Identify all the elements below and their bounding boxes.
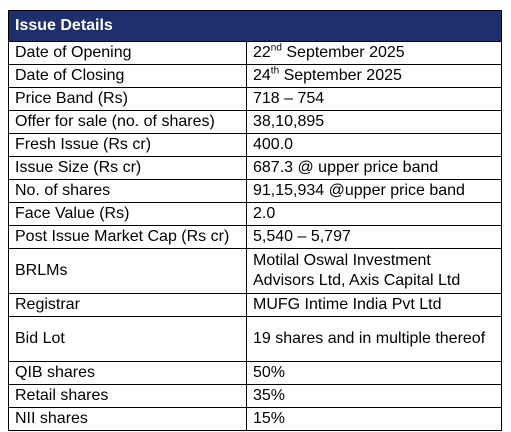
row-label: Date of Closing [8,64,247,88]
row-label: Registrar [8,293,247,317]
row-label: Fresh Issue (Rs cr) [8,133,247,157]
row-label: Issue Size (Rs cr) [8,156,247,180]
row-value: 35% [245,384,503,408]
issue-details-table: Issue Details Date of Opening 22nd Septe… [7,10,503,431]
table-row: No. of shares 91,15,934 @upper price ban… [8,179,503,203]
row-value: MUFG Intime India Pvt Ltd [245,293,503,317]
row-value: Motilal Oswal Investment Advisors Ltd, A… [245,248,503,294]
table-row: QIB shares 50% [8,361,503,385]
table-row: Registrar MUFG Intime India Pvt Ltd [8,293,503,317]
row-value: 91,15,934 @upper price band [245,179,503,203]
table-row: Fresh Issue (Rs cr) 400.0 [8,133,503,157]
table-row: Date of Closing 24th September 2025 [8,64,503,88]
row-value: 2.0 [245,202,503,226]
row-value: 687.3 @ upper price band [245,156,503,180]
row-value: 5,540 – 5,797 [245,225,503,249]
row-label: No. of shares [8,179,247,203]
date-suffix: th [270,65,280,77]
table-row: Retail shares 35% [8,384,503,408]
table-row: Issue Size (Rs cr) 687.3 @ upper price b… [8,156,503,180]
table-row: NII shares 15% [8,407,503,431]
table-row: Face Value (Rs) 2.0 [8,202,503,226]
table-row: Offer for sale (no. of shares) 38,10,895 [8,110,503,134]
row-value: 15% [245,407,503,431]
row-label: Date of Opening [8,41,247,65]
table-row: Post Issue Market Cap (Rs cr) 5,540 – 5,… [8,225,503,249]
table-row: Bid Lot 19 shares and in multiple thereo… [8,316,503,362]
table-row: Date of Opening 22nd September 2025 [8,41,503,65]
row-value: 400.0 [245,133,503,157]
row-value: 22nd September 2025 [245,41,503,65]
date-rest: September 2025 [279,67,402,84]
row-value: 38,10,895 [245,110,503,134]
date-suffix: nd [270,42,282,54]
row-label: Bid Lot [8,316,247,362]
table-row: BRLMs Motilal Oswal Investment Advisors … [8,248,503,294]
row-label: NII shares [8,407,247,431]
date-rest: September 2025 [281,44,405,61]
table-row: Price Band (Rs) 718 – 754 [8,87,503,111]
row-value: 50% [245,361,503,385]
row-label: Face Value (Rs) [8,202,247,226]
date-day: 24 [253,67,271,84]
row-value: 24th September 2025 [245,64,503,88]
date-day: 22 [253,44,271,61]
row-value: 19 shares and in multiple thereof [245,316,503,362]
row-value: 718 – 754 [245,87,503,111]
table-header-row: Issue Details [7,10,503,42]
row-label: QIB shares [8,361,247,385]
row-label: Offer for sale (no. of shares) [8,110,247,134]
row-label: BRLMs [8,248,247,294]
row-label: Retail shares [8,384,247,408]
row-label: Price Band (Rs) [8,87,247,111]
table-title: Issue Details [7,10,503,42]
row-label: Post Issue Market Cap (Rs cr) [8,225,247,249]
